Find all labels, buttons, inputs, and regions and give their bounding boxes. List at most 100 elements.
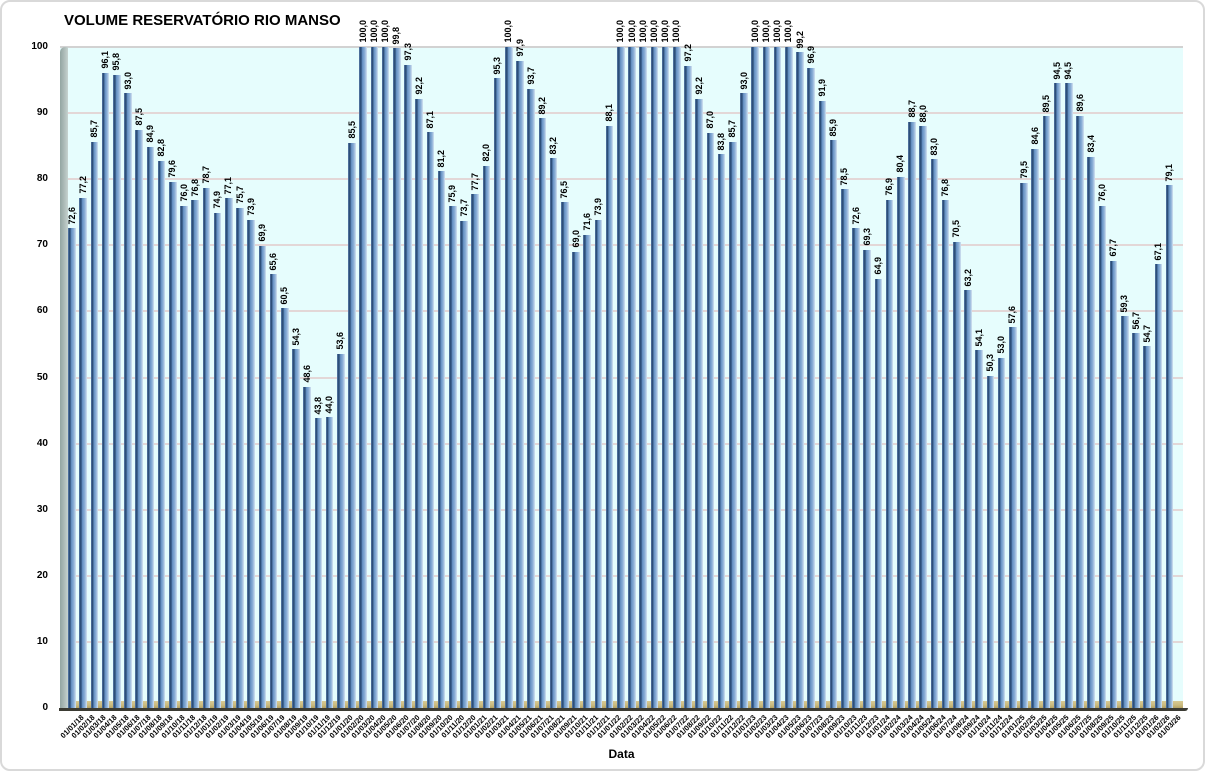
bar xyxy=(561,202,569,708)
bar-value-label: 93,0 xyxy=(122,71,133,90)
y-axis-tick-label: 50 xyxy=(36,371,48,383)
bar xyxy=(213,212,222,708)
bar-value-label: 85,7 xyxy=(727,120,738,138)
bar xyxy=(639,47,647,708)
bar xyxy=(1031,148,1039,708)
bar-value-label: 84,9 xyxy=(144,125,155,143)
bar xyxy=(247,219,255,708)
bar xyxy=(471,194,479,708)
bar xyxy=(762,47,771,708)
bar xyxy=(661,47,670,708)
bar-value-label: 44,0 xyxy=(324,395,335,414)
bar xyxy=(460,220,468,708)
bar-value-label: 97,3 xyxy=(402,43,413,61)
bar-value-label: 76,8 xyxy=(189,178,200,197)
bar xyxy=(706,132,715,708)
bar-value-label: 93,7 xyxy=(525,67,536,85)
bar xyxy=(79,197,87,708)
bar xyxy=(1065,83,1073,708)
bar xyxy=(426,132,435,708)
bar-value-label: 76,5 xyxy=(559,180,570,199)
bar xyxy=(695,98,703,708)
bar-value-label: 71,6 xyxy=(581,213,592,231)
bar xyxy=(874,279,883,708)
bar-value-label: 96,9 xyxy=(805,45,816,64)
bar xyxy=(964,290,972,708)
bar-value-label: 75,7 xyxy=(234,186,245,204)
bar-value-label: 73,9 xyxy=(592,198,603,216)
bar-value-label: 91,9 xyxy=(816,79,827,97)
bar xyxy=(449,206,457,708)
bar xyxy=(437,171,446,708)
bar xyxy=(885,199,894,708)
bar-value-label: 89,6 xyxy=(1074,94,1085,112)
bar-value-label: 87,0 xyxy=(704,111,715,129)
bar-value-label: 76,0 xyxy=(1096,184,1107,202)
bar-value-label: 54,7 xyxy=(1141,324,1152,343)
bar-value-label: 100,0 xyxy=(637,20,648,43)
plot-area: 72,6 77,2 85,7 96,1 95,8 93,0 87,5 84,9 82,8 79,6… xyxy=(59,20,1188,711)
bar xyxy=(169,181,177,708)
bar xyxy=(191,200,199,708)
bar-value-label: 100,0 xyxy=(783,20,794,43)
bar-value-label: 59,3 xyxy=(1119,294,1130,313)
bar xyxy=(572,251,580,708)
bar-value-label: 57,6 xyxy=(1007,305,1018,324)
bar-value-label: 78,7 xyxy=(200,166,211,184)
bar xyxy=(124,93,132,708)
bar-value-label: 67,1 xyxy=(1152,242,1163,261)
bar-value-label: 74,9 xyxy=(212,191,223,209)
bar xyxy=(1132,333,1140,708)
bar-value-label: 100,0 xyxy=(648,20,659,43)
gridline xyxy=(68,310,1183,313)
bar-value-label: 100,0 xyxy=(749,20,760,43)
bar xyxy=(157,160,166,708)
bar xyxy=(1053,83,1062,708)
bar-value-label: 54,1 xyxy=(973,328,984,347)
bar xyxy=(684,65,692,708)
bar xyxy=(505,47,513,708)
bar xyxy=(325,417,334,708)
bar-value-label: 64,9 xyxy=(872,257,883,276)
bar-value-label: 89,5 xyxy=(1040,94,1051,113)
y-axis-tick-label: 60 xyxy=(36,305,48,317)
bar xyxy=(997,357,1006,708)
bar xyxy=(1098,205,1107,708)
bar xyxy=(381,47,390,708)
bar xyxy=(930,159,939,708)
gridline xyxy=(68,376,1183,379)
bar-value-label: 73,9 xyxy=(245,198,256,216)
bar-value-label: 99,8 xyxy=(391,26,402,45)
y-axis-tick-label: 40 xyxy=(36,437,48,449)
bar-value-label: 69,0 xyxy=(570,230,581,248)
bar-value-label: 63,2 xyxy=(962,268,973,287)
bar xyxy=(516,60,524,708)
bar xyxy=(415,98,423,708)
bar-value-label: 79,1 xyxy=(1164,163,1175,182)
bar xyxy=(1121,316,1129,708)
gridline xyxy=(68,244,1183,247)
bar xyxy=(740,93,748,708)
bar xyxy=(673,47,681,708)
bar xyxy=(258,245,267,708)
bar-value-label: 89,2 xyxy=(536,96,547,115)
bar xyxy=(225,198,233,708)
bar-value-label: 72,6 xyxy=(850,206,861,225)
y-axis-tick-label: 20 xyxy=(36,569,48,581)
bar-value-label: 80,4 xyxy=(895,155,906,173)
bar xyxy=(359,47,367,708)
bar-value-label: 100,0 xyxy=(760,20,771,43)
bar xyxy=(897,176,905,708)
bar-value-label: 73,7 xyxy=(458,199,469,217)
bar-value-label: 100,0 xyxy=(380,20,391,43)
bar-value-label: 76,9 xyxy=(884,178,895,196)
bar-value-label: 67,7 xyxy=(1108,238,1119,257)
bar xyxy=(538,118,547,708)
y-axis-tick-label: 70 xyxy=(36,239,48,251)
bar xyxy=(953,242,961,708)
bar-value-label: 100,0 xyxy=(626,20,637,43)
bar xyxy=(1076,115,1084,708)
chart-title: VOLUME RESERVATÓRIO RIO MANSO xyxy=(64,12,341,29)
bar xyxy=(101,72,110,708)
